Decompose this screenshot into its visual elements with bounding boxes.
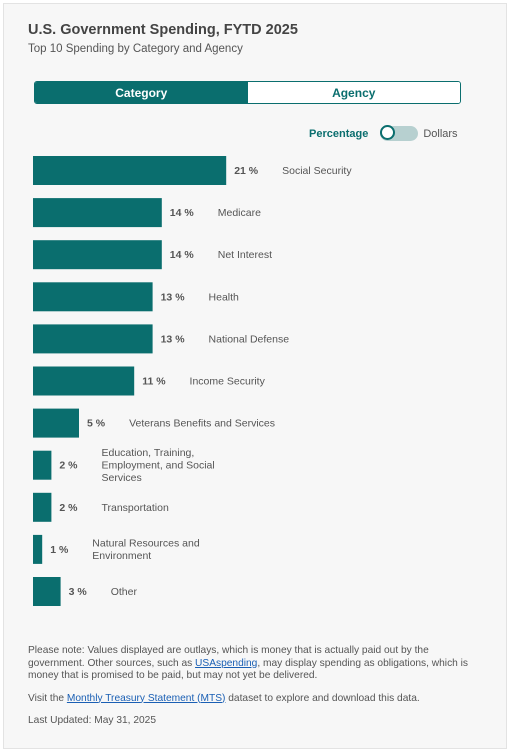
note2-text-start: Visit the: [28, 692, 67, 704]
tab-category[interactable]: Category: [35, 82, 248, 103]
page-title: U.S. Government Spending, FYTD 2025: [28, 22, 298, 38]
last-updated: Last Updated: May 31, 2025: [28, 715, 156, 726]
unit-switch-row: Percentage Dollars: [309, 125, 458, 141]
notes: Please note: Values displayed are outlay…: [28, 645, 484, 728]
bar-category-label: Health: [209, 291, 240, 303]
bar-8[interactable]: [33, 492, 52, 522]
tab-agency[interactable]: Agency: [247, 82, 460, 103]
bar-7[interactable]: [33, 450, 52, 480]
percentage-label: Percentage: [309, 127, 369, 140]
bar-value-label: 14 %: [170, 249, 195, 261]
toggle-knob: [380, 125, 396, 140]
bar-9[interactable]: [33, 534, 43, 564]
bar-value-label: 2 %: [59, 502, 78, 514]
bar-value-label: 2 %: [59, 460, 78, 472]
bar-category-label: Natural Resources and Environment: [92, 538, 200, 563]
bar-category-label: Social Security: [282, 165, 352, 177]
bar-6[interactable]: [33, 408, 79, 438]
bar-1[interactable]: [33, 198, 162, 228]
bar-chart: 21 % Social Security 14 % Medicare 14 % Net I…: [33, 156, 352, 606]
bar-category-label: Net Interest: [218, 249, 272, 261]
spending-card: U.S. Government Spending, FYTD 2025 Top …: [3, 3, 507, 749]
bar-value-label: 13 %: [161, 333, 186, 345]
bar-10[interactable]: [33, 577, 61, 606]
bar-category-label: Veterans Benefits and Services: [129, 418, 275, 430]
usaspending-link[interactable]: USAspending: [195, 657, 258, 669]
bar-category-label: Education, Training, Employment, and Soci…: [101, 447, 214, 484]
bar-3[interactable]: [33, 282, 153, 312]
bar-value-label: 21 %: [234, 165, 259, 177]
bar-value-label: 5 %: [87, 418, 106, 430]
bar-2[interactable]: [33, 240, 162, 270]
note2-text-end: dataset to explore and download this dat…: [225, 692, 420, 704]
bar-0[interactable]: [33, 156, 227, 185]
bar-category-label: Medicare: [218, 207, 261, 219]
unit-toggle-switch[interactable]: [380, 125, 419, 141]
bar-category-label: Other: [111, 586, 138, 598]
bar-4[interactable]: [33, 324, 153, 354]
note1-text-start: Please note: Values displayed are outlay…: [28, 645, 429, 669]
view-toggle: Category Agency: [34, 81, 461, 104]
bar-category-label: Transportation: [101, 502, 168, 514]
bar-category-label: Income Security: [190, 376, 266, 388]
page-subtitle: Top 10 Spending by Category and Agency: [28, 43, 243, 55]
mts-link[interactable]: Monthly Treasury Statement (MTS): [66, 692, 226, 704]
bar-category-label: National Defense: [209, 333, 290, 345]
outlays-note: Please note: Values displayed are outlay…: [28, 645, 484, 683]
mts-note: Visit the Monthly Treasury Statement (MT…: [28, 693, 484, 706]
bar-value-label: 13 %: [161, 291, 186, 303]
dollars-label: Dollars: [423, 127, 458, 140]
note1-text-end: , may display spending as obligations, w…: [28, 657, 469, 682]
bar-value-label: 14 %: [170, 207, 195, 219]
bar-5[interactable]: [33, 366, 135, 396]
bar-value-label: 3 %: [69, 586, 88, 598]
bar-value-label: 1 %: [50, 544, 69, 556]
bar-value-label: 11 %: [142, 376, 166, 388]
